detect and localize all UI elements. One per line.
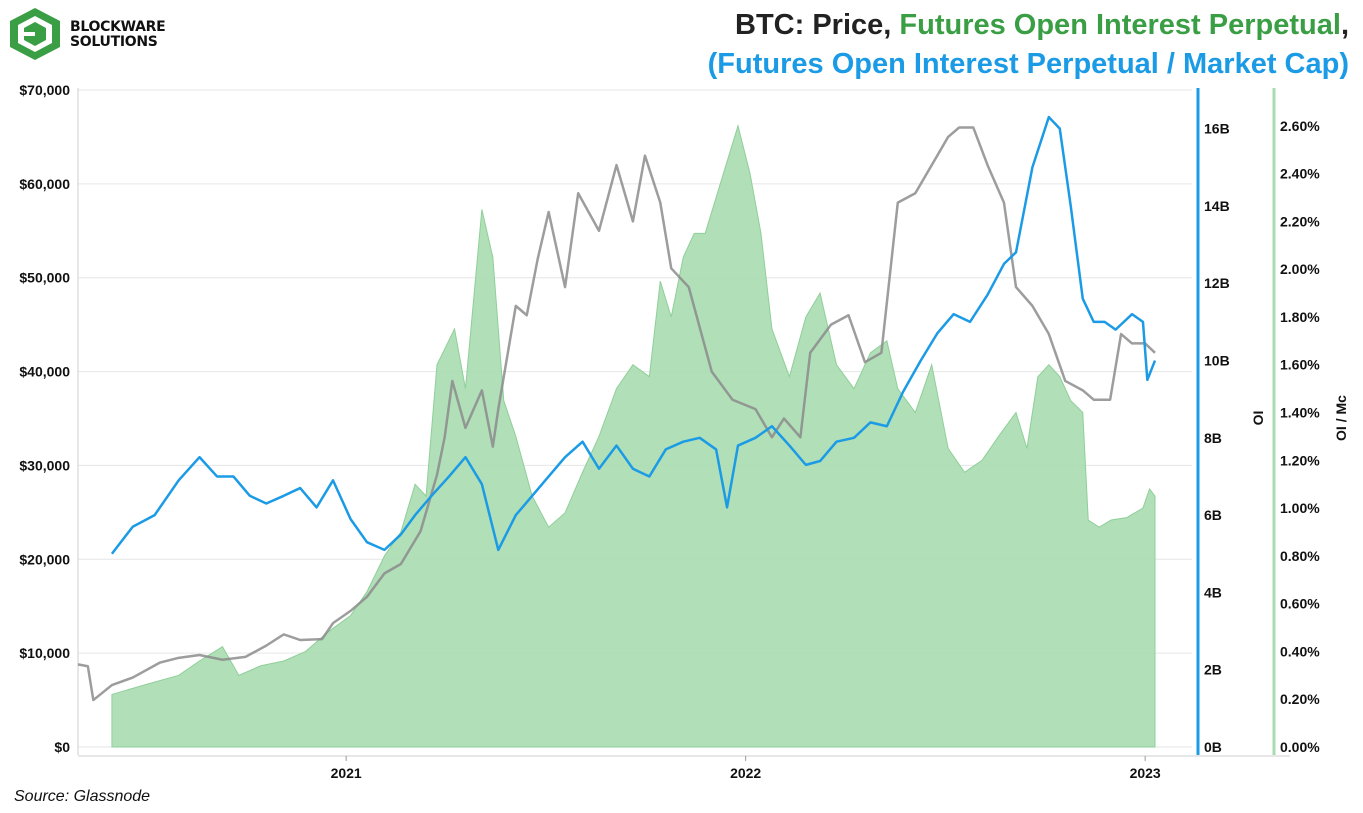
y-tick-label-left: $60,000	[19, 176, 70, 192]
x-tick-label: 2023	[1130, 765, 1161, 781]
y-tick-label-oi-mc: 2.40%	[1280, 166, 1320, 182]
y-tick-label-left: $10,000	[19, 645, 70, 661]
y-tick-label-oi: 12B	[1204, 275, 1230, 291]
y-tick-label-oi-mc: 0.00%	[1280, 739, 1320, 755]
y-tick-label-left: $70,000	[19, 82, 70, 98]
title-oi-mc: (Futures Open Interest Perpetual / Marke…	[707, 48, 1349, 80]
y-tick-label-left: $40,000	[19, 364, 70, 380]
blockware-cube-icon	[10, 8, 60, 60]
y-tick-label-oi-mc: 2.20%	[1280, 213, 1320, 229]
y-tick-label-oi-mc: 1.80%	[1280, 309, 1320, 325]
y-axis-label-oi-mc: OI / Mc	[1333, 395, 1349, 441]
y-tick-label-oi: 8B	[1204, 430, 1222, 446]
y-tick-label-oi: 10B	[1204, 353, 1230, 369]
source-note: Source: Glassnode	[14, 788, 151, 805]
brand-line-2: SOLUTIONS	[70, 34, 158, 50]
y-tick-label-oi-mc: 0.20%	[1280, 691, 1320, 707]
x-tick-label: 2021	[331, 765, 362, 781]
chart-title: BTC: Price, Futures Open Interest Perpet…	[708, 6, 1349, 84]
y-tick-label-oi-mc: 0.80%	[1280, 548, 1320, 564]
y-tick-label-oi: 0B	[1204, 739, 1222, 755]
title-price: BTC: Price,	[735, 9, 900, 41]
y-tick-label-oi: 16B	[1204, 121, 1230, 137]
title-comma: ,	[1340, 9, 1349, 41]
y-tick-label-oi-mc: 1.20%	[1280, 452, 1320, 468]
series-oi-mc-area	[111, 123, 1156, 748]
y-tick-label-oi-mc: 2.00%	[1280, 261, 1320, 277]
y-tick-label-left: $30,000	[19, 457, 70, 473]
y-tick-label-oi-mc: 1.40%	[1280, 405, 1320, 421]
title-oi: Futures Open Interest Perpetual	[899, 9, 1341, 41]
brand-logo: BLOCKWARE SOLUTIONS	[6, 6, 166, 62]
series-oi-line	[110, 115, 1157, 555]
y-tick-label-oi: 4B	[1204, 584, 1222, 600]
y-tick-label-left: $20,000	[19, 551, 70, 567]
x-tick-label: 2022	[730, 765, 761, 781]
y-axis-label-oi: OI	[1250, 411, 1266, 426]
y-tick-label-oi-mc: 1.60%	[1280, 357, 1320, 373]
y-tick-label-oi-mc: 0.40%	[1280, 643, 1320, 659]
y-tick-label-left: $50,000	[19, 270, 70, 286]
y-tick-label-oi-mc: 2.60%	[1280, 118, 1320, 134]
y-tick-label-left: $0	[54, 739, 70, 755]
y-tick-label-oi-mc: 0.60%	[1280, 596, 1320, 612]
series-price-line	[77, 126, 1156, 702]
y-tick-label-oi: 6B	[1204, 507, 1222, 523]
brand-line-1: BLOCKWARE	[70, 19, 166, 35]
y-tick-label-oi-mc: 1.00%	[1280, 500, 1320, 516]
y-tick-label-oi: 14B	[1204, 198, 1230, 214]
y-tick-label-oi: 2B	[1204, 662, 1222, 678]
